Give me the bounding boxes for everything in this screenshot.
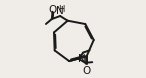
Text: O: O (82, 66, 91, 76)
Text: N: N (78, 54, 85, 64)
Text: O: O (48, 5, 56, 15)
Text: N: N (56, 6, 64, 16)
Text: H: H (58, 5, 65, 14)
